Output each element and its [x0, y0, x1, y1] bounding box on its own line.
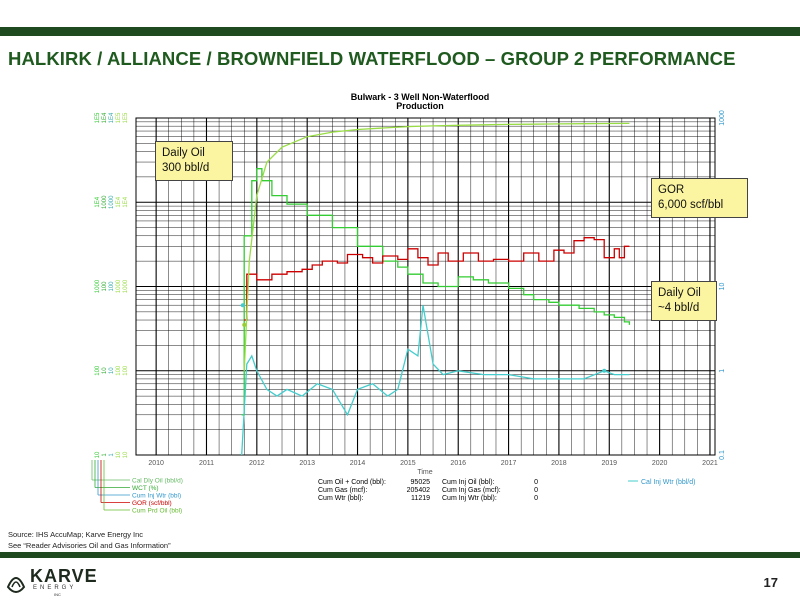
y-tick-label-left: 10	[116, 451, 122, 458]
stat-cum-oil-value: 95025	[411, 479, 431, 486]
y-tick-label-left: 100	[123, 365, 129, 376]
callout-daily-oil-end: Daily Oil ~4 bbl/d	[651, 281, 717, 321]
source-line-1: Source: IHS AccuMap; Karve Energy Inc	[8, 530, 144, 539]
source-note: Source: IHS AccuMap; Karve Energy Inc Se…	[8, 529, 171, 551]
chart-series	[240, 122, 631, 456]
x-tick-label: 2020	[652, 460, 668, 467]
y-tick-label-left: 1000	[102, 195, 108, 209]
stat-cum-gas-label: Cum Gas (mcf):	[318, 487, 367, 494]
stat-cum-wtr-value: 11219	[411, 495, 430, 502]
y-tick-label-left: 1000	[123, 279, 129, 293]
x-axis-label: Time	[417, 469, 432, 476]
legend-right: Cal Inj Wtr (bbl/d)	[641, 479, 695, 486]
y-tick-label-left: 1E5	[123, 112, 129, 123]
y-tick-label-right: 1	[719, 369, 726, 373]
x-tick-label: 2021	[702, 460, 718, 467]
callout-daily-oil-end-line2: ~4 bbl/d	[658, 302, 700, 314]
chart-legend: Cal Dly Oil (bbl/d)WCT (%)Cum Inj Wtr (b…	[91, 460, 183, 515]
x-tick-label: 2015	[400, 460, 416, 467]
x-tick-label: 2012	[249, 460, 265, 467]
stat-cum-inj-gas-label: Cum Inj Gas (mcf):	[442, 487, 501, 494]
y-tick-label-right: 1000	[719, 110, 726, 126]
chart-title: Bulwark - 3 Well Non-Waterflood	[351, 92, 490, 102]
x-tick-label: 2017	[501, 460, 517, 467]
x-tick-label: 2019	[601, 460, 617, 467]
karve-logo-icon	[6, 577, 26, 593]
y-tick-label-left: 1E5	[95, 112, 101, 123]
x-tick-label: 2018	[551, 460, 567, 467]
y-tick-label-left: 100	[116, 365, 122, 376]
series-marker	[602, 368, 607, 373]
series-line	[244, 237, 630, 321]
y-tick-label-left: 1	[102, 453, 108, 457]
y-tick-label-left: 1E4	[116, 196, 122, 207]
y-tick-label-left: 1E4	[109, 112, 115, 123]
series-marker	[242, 322, 247, 327]
logo-subtext: ENERGY	[33, 585, 77, 591]
stat-cum-inj-oil-value: 0	[534, 479, 538, 486]
logo-inc: INC	[54, 592, 61, 597]
y-tick-label-left: 1000	[109, 195, 115, 209]
callout-gor-line2: 6,000 scf/bbl	[658, 199, 724, 211]
legend-entry: WCT (%)	[132, 485, 159, 492]
y-tick-label-right: 0.1	[719, 450, 726, 460]
page-number: 17	[763, 575, 778, 590]
logo-text: KARVE	[30, 566, 98, 586]
stat-cum-oil-label: Cum Oil + Cond (bbl):	[318, 479, 386, 486]
stat-cum-inj-wtr-value: 0	[534, 495, 538, 502]
x-tick-label: 2014	[350, 460, 366, 467]
x-tick-label: 2011	[199, 460, 214, 467]
y-tick-label-left: 1000	[95, 279, 101, 293]
series-line	[241, 305, 630, 456]
stat-cum-wtr-label: Cum Wtr (bbl):	[318, 495, 364, 502]
chart-axes: 2010 2011 2012 2013 2014 2015 2016 2017 2018 2019…	[95, 110, 726, 467]
y-tick-label-left: 1E4	[123, 196, 129, 207]
y-tick-label-left: 1E4	[102, 112, 108, 123]
x-tick-label: 2016	[450, 460, 466, 467]
callout-gor-line1: GOR	[658, 184, 685, 196]
legend-entry: Cal Dly Oil (bbl/d)	[132, 478, 183, 485]
x-tick-label: 2013	[299, 460, 315, 467]
stats-block: Cum Oil + Cond (bbl): 95025 Cum Gas (mcf…	[318, 479, 538, 502]
y-tick-label-left: 100	[109, 281, 115, 292]
y-tick-label-right: 10	[719, 283, 726, 291]
chart-subtitle: Production	[396, 101, 444, 111]
y-tick-label-left: 10	[123, 451, 129, 458]
legend-entry: Cum Inj Wtr (bbl)	[132, 493, 181, 500]
x-tick-label: 2010	[148, 460, 164, 467]
y-tick-label-left: 1E4	[95, 196, 101, 207]
stat-cum-inj-oil-label: Cum Inj Oil (bbl):	[442, 479, 495, 486]
series-marker	[240, 303, 245, 308]
legend-entry: GOR (scf/bbl)	[132, 500, 172, 507]
top-bar	[0, 27, 800, 36]
y-tick-label-left: 10	[109, 367, 115, 374]
series-line	[243, 122, 630, 371]
y-tick-label-left: 1E5	[116, 112, 122, 123]
stat-cum-inj-wtr-label: Cum Inj Wtr (bbl):	[442, 495, 497, 502]
callout-daily-oil-start-line1: Daily Oil	[162, 147, 205, 159]
stat-cum-inj-gas-value: 0	[534, 487, 538, 494]
callout-daily-oil-end-line1: Daily Oil	[658, 287, 701, 299]
callout-gor: GOR 6,000 scf/bbl	[651, 178, 748, 218]
stat-cum-gas-value: 205402	[407, 487, 430, 494]
legend-entry: Cum Prd Oil (bbl)	[132, 508, 182, 515]
bottom-bar	[0, 552, 800, 558]
y-tick-label-left: 10	[102, 367, 108, 374]
y-tick-label-left: 1	[109, 453, 115, 457]
callout-daily-oil-start: Daily Oil 300 bbl/d	[155, 141, 233, 181]
callout-daily-oil-start-line2: 300 bbl/d	[162, 162, 210, 174]
y-tick-label-left: 1000	[116, 279, 122, 293]
source-line-2: See “Reader Advisories Oil and Gas Infor…	[8, 541, 171, 550]
y-tick-label-left: 100	[95, 365, 101, 376]
y-tick-label-left: 100	[102, 281, 108, 292]
page-title: HALKIRK / ALLIANCE / BROWNFIELD WATERFLO…	[8, 48, 736, 69]
series-line	[241, 168, 631, 416]
y-tick-label-left: 10	[95, 451, 101, 458]
